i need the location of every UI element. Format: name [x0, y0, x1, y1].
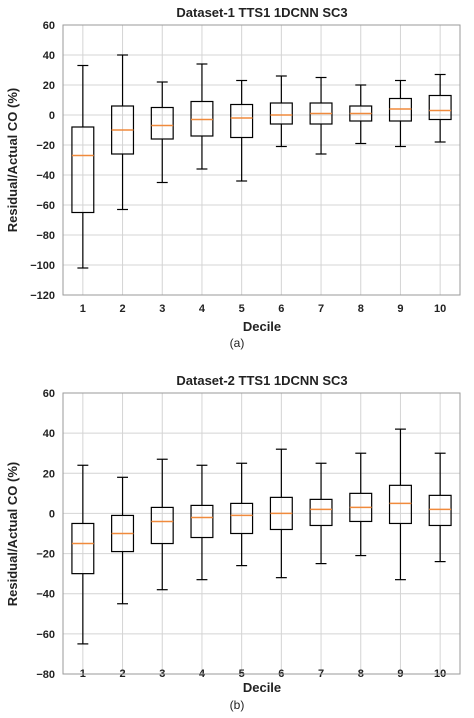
- chart-a-xtick-label: 9: [397, 303, 403, 315]
- chart-a-yticks: 60 40 20 0 −20 −40 −60 −80 −100 −120: [30, 20, 55, 302]
- chart-a-ytick-label: 20: [43, 80, 55, 92]
- chart-a-box-10: [428, 73, 452, 143]
- iqr-box: [269, 102, 293, 125]
- chart-a-title: Dataset-1 TTS1 1DCNN SC3: [176, 5, 347, 20]
- chart-a-xtick-label: 6: [278, 303, 284, 315]
- chart-b-box-8: [349, 452, 373, 557]
- chart-a-xtick-label: 2: [119, 303, 125, 315]
- iqr-box: [150, 506, 174, 545]
- chart-b-box-3: [150, 458, 174, 591]
- chart-b-box-9: [388, 428, 412, 581]
- chart-a-xtick-label: 1: [80, 303, 86, 315]
- chart-b-box-6: [269, 448, 293, 579]
- chart-a-xtick-label: 7: [318, 303, 324, 315]
- iqr-box: [71, 522, 95, 575]
- chart-a-box-3: [150, 81, 174, 184]
- chart-a-box-8: [349, 84, 373, 145]
- chart-b-ytick-label: −20: [36, 549, 55, 561]
- iqr-box: [388, 484, 412, 525]
- chart-a-ytick-label: −60: [36, 200, 55, 212]
- chart-a-ytick-label: 0: [49, 110, 55, 122]
- chart-a-xtick-label: 4: [199, 303, 206, 315]
- chart-a-frame: [62, 24, 461, 296]
- iqr-box: [190, 504, 214, 539]
- chart-b-box-2: [111, 476, 135, 605]
- chart-b-frame: [62, 392, 461, 675]
- chart-a-xtick-label: 5: [239, 303, 245, 315]
- iqr-box: [230, 502, 254, 535]
- chart-b-box-4: [190, 464, 214, 581]
- chart-a-xtick-label: 8: [358, 303, 364, 315]
- chart-a-ytick-label: −40: [36, 170, 55, 182]
- iqr-box: [71, 126, 95, 214]
- chart-b-box-7: [309, 462, 333, 565]
- iqr-box: [150, 106, 174, 140]
- chart-a-box-2: [111, 54, 135, 211]
- chart-a-xtick-label: 10: [434, 303, 446, 315]
- chart-a-xticks: 1 2 3 4 5 6 7 8 9 10: [80, 303, 446, 315]
- chart-b: Dataset-2 TTS1 1DCNN SC3 60 40 20 0 −20 −40 −6…: [5, 373, 461, 712]
- chart-a-box-4: [190, 63, 214, 170]
- chart-a-ytick-label: −100: [30, 260, 55, 272]
- chart-a-ytick-label: −120: [30, 290, 55, 302]
- chart-b-xlabel: Decile: [243, 680, 281, 695]
- chart-a-box-1: [71, 64, 95, 269]
- chart-b-ytick-label: 0: [49, 508, 55, 520]
- chart-b-ytick-label: 60: [43, 388, 55, 400]
- chart-b-ylabel: Residual/Actual CO (%): [5, 462, 20, 606]
- chart-b-box-5: [230, 462, 254, 567]
- iqr-box: [428, 494, 452, 527]
- chart-a-ytick-label: 60: [43, 20, 55, 32]
- chart-a-xtick-label: 3: [159, 303, 165, 315]
- chart-b-box-10: [428, 452, 452, 563]
- chart-a-xlabel: Decile: [243, 319, 281, 334]
- iqr-box: [428, 94, 452, 121]
- chart-a-caption: (a): [230, 336, 245, 350]
- chart-a-box-6: [269, 75, 293, 148]
- chart-a-boxes: [71, 54, 452, 269]
- chart-a-box-5: [230, 79, 254, 182]
- chart-a-ylabel: Residual/Actual CO (%): [5, 88, 20, 232]
- chart-b-ytick-label: −80: [36, 669, 55, 681]
- chart-b-caption: (b): [230, 698, 245, 712]
- chart-b-yticks: 60 40 20 0 −20 −40 −60 −80: [36, 388, 55, 681]
- chart-a-ytick-label: −80: [36, 230, 55, 242]
- chart-b-ytick-label: 40: [43, 428, 55, 440]
- iqr-box: [309, 498, 333, 527]
- chart-a-box-9: [388, 79, 412, 148]
- chart-a-ytick-label: 40: [43, 50, 55, 62]
- chart-b-ytick-label: −40: [36, 589, 55, 601]
- chart-b-boxes: [71, 428, 452, 645]
- chart-a-box-7: [309, 76, 333, 155]
- chart-b-ytick-label: 20: [43, 468, 55, 480]
- chart-b-ytick-label: −60: [36, 629, 55, 641]
- iqr-box: [230, 103, 254, 139]
- chart-b-box-1: [71, 464, 95, 645]
- chart-b-title: Dataset-2 TTS1 1DCNN SC3: [176, 373, 347, 388]
- chart-a: Dataset-1 TTS1 1DCNN SC3 60 40 20 0 −20 −40 −6…: [5, 5, 461, 350]
- chart-a-ytick-label: −20: [36, 140, 55, 152]
